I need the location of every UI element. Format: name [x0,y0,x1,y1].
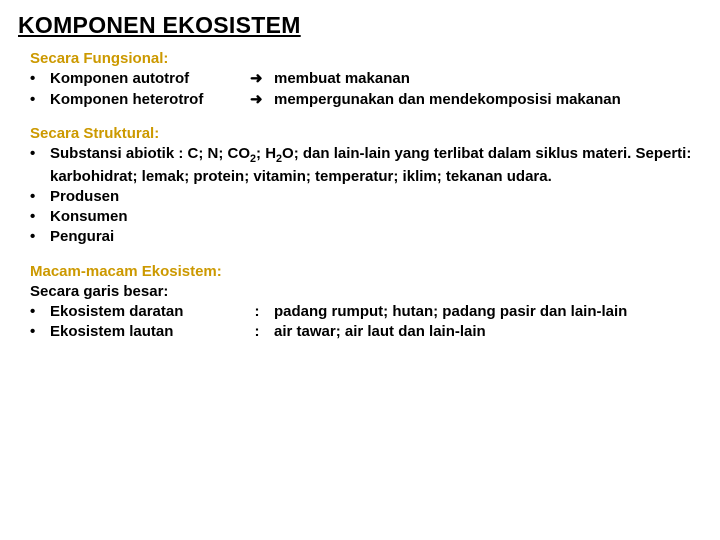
list-item: • Ekosistem lautan : air tawar; air laut… [18,322,702,342]
bullet: • [30,144,50,187]
list-item: • Substansi abiotik : C; N; CO2; H2O; da… [18,144,702,187]
page-title: KOMPONEN EKOSISTEM [18,12,702,39]
subheading-macam: Secara garis besar: [18,282,702,302]
bullet: • [30,69,50,89]
heading-fungsional: Secara Fungsional: [18,49,702,69]
item-term: Komponen heterotrof [50,90,250,110]
bullet: • [30,187,50,207]
bullet: • [30,227,50,247]
item-desc: air tawar; air laut dan lain-lain [264,322,702,342]
item-text: Pengurai [50,227,702,247]
section-struktural: Secara Struktural: • Substansi abiotik :… [18,124,702,248]
item-desc: mempergunakan dan mendekomposisi makanan [274,90,702,110]
arrow-icon: ➜ [250,69,274,89]
list-item: • Ekosistem daratan : padang rumput; hut… [18,302,702,322]
item-term: Ekosistem lautan [50,322,250,342]
bullet: • [30,207,50,227]
item-desc: padang rumput; hutan; padang pasir dan l… [264,302,702,322]
bullet: • [30,90,50,110]
list-item: • Konsumen [18,207,702,227]
item-colon: : [250,322,264,342]
heading-macam: Macam-macam Ekosistem: [18,262,702,282]
list-item: • Pengurai [18,227,702,247]
item-text: Konsumen [50,207,702,227]
list-item: • Komponen heterotrof ➜ mempergunakan da… [18,90,702,110]
item-desc: membuat makanan [274,69,702,89]
bullet: • [30,302,50,322]
list-item: • Produsen [18,187,702,207]
list-item: • Komponen autotrof ➜ membuat makanan [18,69,702,89]
item-text: Produsen [50,187,702,207]
heading-struktural: Secara Struktural: [18,124,702,144]
section-fungsional: Secara Fungsional: • Komponen autotrof ➜… [18,49,702,110]
item-colon: : [250,302,264,322]
item-term: Komponen autotrof [50,69,250,89]
bullet: • [30,322,50,342]
item-text: Substansi abiotik : C; N; CO2; H2O; dan … [50,144,702,187]
arrow-icon: ➜ [250,90,274,110]
section-macam: Macam-macam Ekosistem: Secara garis besa… [18,262,702,343]
item-term: Ekosistem daratan [50,302,250,322]
